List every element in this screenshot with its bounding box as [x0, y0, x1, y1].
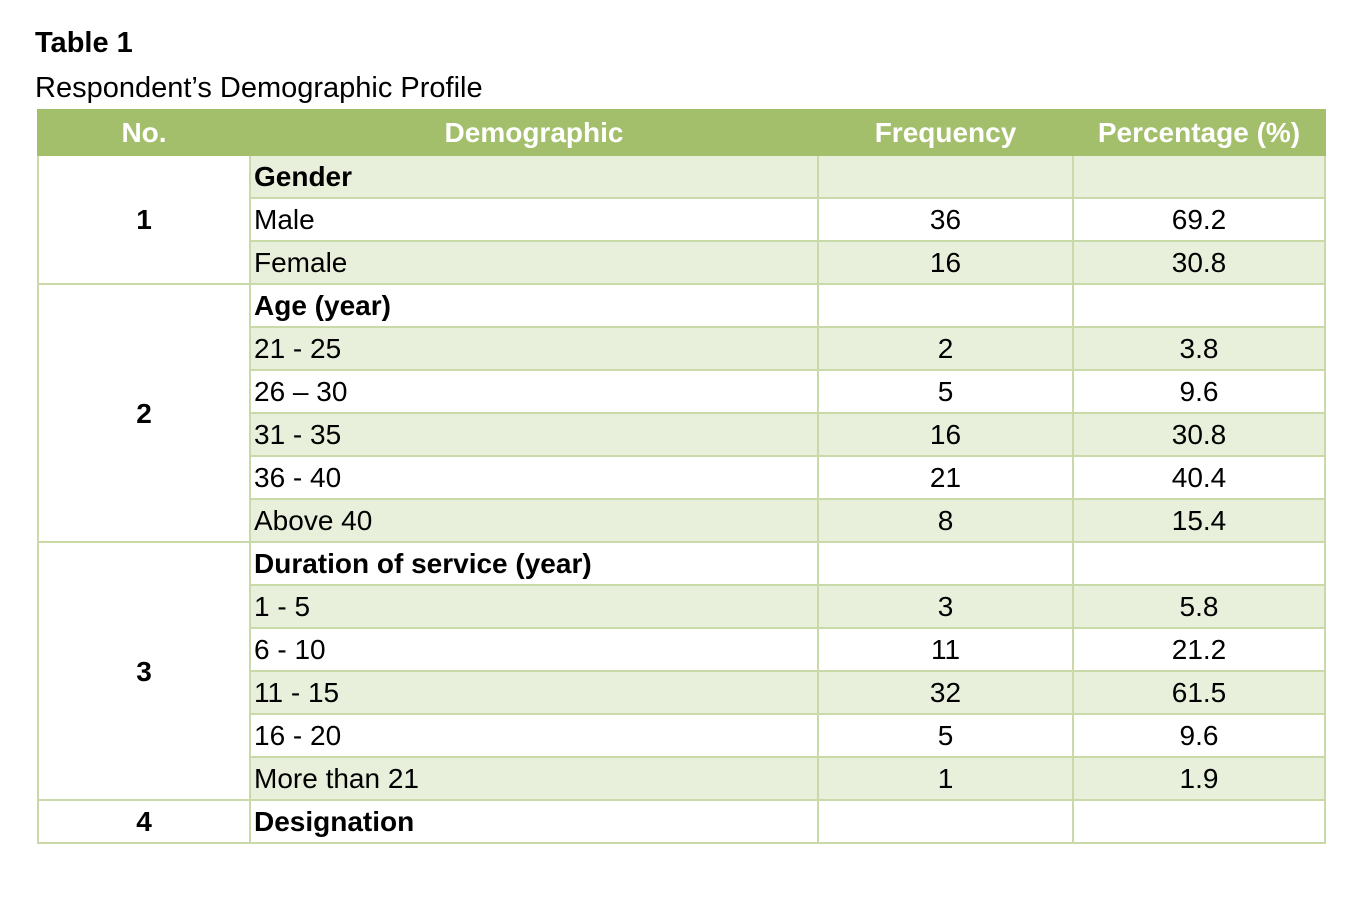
percentage-cell: 30.8: [1072, 412, 1326, 457]
percentage-cell: 5.8: [1072, 584, 1326, 629]
table-row: 36 - 40 21 40.4: [38, 455, 1326, 500]
table-row: Male 36 69.2: [38, 197, 1326, 242]
frequency-cell: 3: [817, 584, 1074, 629]
group-label: Designation: [249, 799, 819, 844]
table-row: 16 - 20 5 9.6: [38, 713, 1326, 758]
table-row: 11 - 15 32 61.5: [38, 670, 1326, 715]
table-body: 1 Gender Male 36 69.2 Female 16 30.8 2 A…: [37, 154, 1326, 844]
demographic-cell: More than 21: [249, 756, 819, 801]
percentage-cell: 30.8: [1072, 240, 1326, 285]
percentage-cell: 9.6: [1072, 369, 1326, 414]
frequency-cell: 21: [817, 455, 1074, 500]
group-number: 3: [37, 541, 251, 801]
table-row: 31 - 35 16 30.8: [38, 412, 1326, 457]
table-row: 6 - 10 11 21.2: [38, 627, 1326, 672]
group-label: Gender: [249, 154, 819, 199]
header-demographic: Demographic: [249, 109, 819, 156]
table-row: 21 - 25 2 3.8: [38, 326, 1326, 371]
demographic-cell: 6 - 10: [249, 627, 819, 672]
demographic-cell: 16 - 20: [249, 713, 819, 758]
table-header-row: No. Demographic Frequency Percentage (%): [37, 109, 1326, 156]
group-header-row: 3 Duration of service (year): [37, 541, 1326, 801]
frequency-cell: 32: [817, 670, 1074, 715]
header-frequency: Frequency: [817, 109, 1074, 156]
frequency-cell: [817, 154, 1074, 199]
frequency-cell: 1: [817, 756, 1074, 801]
frequency-cell: [817, 541, 1074, 586]
demographic-cell: 26 – 30: [249, 369, 819, 414]
percentage-cell: 69.2: [1072, 197, 1326, 242]
percentage-cell: 3.8: [1072, 326, 1326, 371]
percentage-cell: 15.4: [1072, 498, 1326, 543]
demographic-cell: 31 - 35: [249, 412, 819, 457]
group-label: Duration of service (year): [249, 541, 819, 586]
percentage-cell: [1072, 154, 1326, 199]
demographic-table: No. Demographic Frequency Percentage (%)…: [37, 109, 1326, 844]
demographic-cell: 11 - 15: [249, 670, 819, 715]
frequency-cell: 16: [817, 240, 1074, 285]
frequency-cell: 16: [817, 412, 1074, 457]
group-number: 2: [37, 283, 251, 543]
demographic-cell: Female: [249, 240, 819, 285]
percentage-cell: [1072, 799, 1326, 844]
group-header-row: 4 Designation: [37, 799, 1326, 844]
frequency-cell: 36: [817, 197, 1074, 242]
frequency-cell: [817, 283, 1074, 328]
group-number: 4: [37, 799, 251, 844]
group-header-row: 2 Age (year): [37, 283, 1326, 543]
header-no: No.: [37, 109, 251, 156]
header-percentage: Percentage (%): [1072, 109, 1326, 156]
frequency-cell: [817, 799, 1074, 844]
group-label: Age (year): [249, 283, 819, 328]
frequency-cell: 5: [817, 713, 1074, 758]
frequency-cell: 5: [817, 369, 1074, 414]
table-row: Female 16 30.8: [38, 240, 1326, 285]
table-row: 1 - 5 3 5.8: [38, 584, 1326, 629]
demographic-cell: 36 - 40: [249, 455, 819, 500]
group-header-row: 1 Gender: [37, 154, 1326, 285]
percentage-cell: 61.5: [1072, 670, 1326, 715]
percentage-cell: [1072, 541, 1326, 586]
percentage-cell: 1.9: [1072, 756, 1326, 801]
demographic-cell: 21 - 25: [249, 326, 819, 371]
demographic-cell: 1 - 5: [249, 584, 819, 629]
frequency-cell: 11: [817, 627, 1074, 672]
percentage-cell: 21.2: [1072, 627, 1326, 672]
percentage-cell: 40.4: [1072, 455, 1326, 500]
table-row: 26 – 30 5 9.6: [38, 369, 1326, 414]
percentage-cell: 9.6: [1072, 713, 1326, 758]
table-row: Above 40 8 15.4: [38, 498, 1326, 543]
percentage-cell: [1072, 283, 1326, 328]
table-title: Table 1: [35, 27, 133, 59]
frequency-cell: 8: [817, 498, 1074, 543]
table-subtitle: Respondent’s Demographic Profile: [35, 72, 483, 104]
frequency-cell: 2: [817, 326, 1074, 371]
demographic-cell: Male: [249, 197, 819, 242]
demographic-cell: Above 40: [249, 498, 819, 543]
group-number: 1: [37, 154, 251, 285]
table-row: More than 21 1 1.9: [38, 756, 1326, 801]
